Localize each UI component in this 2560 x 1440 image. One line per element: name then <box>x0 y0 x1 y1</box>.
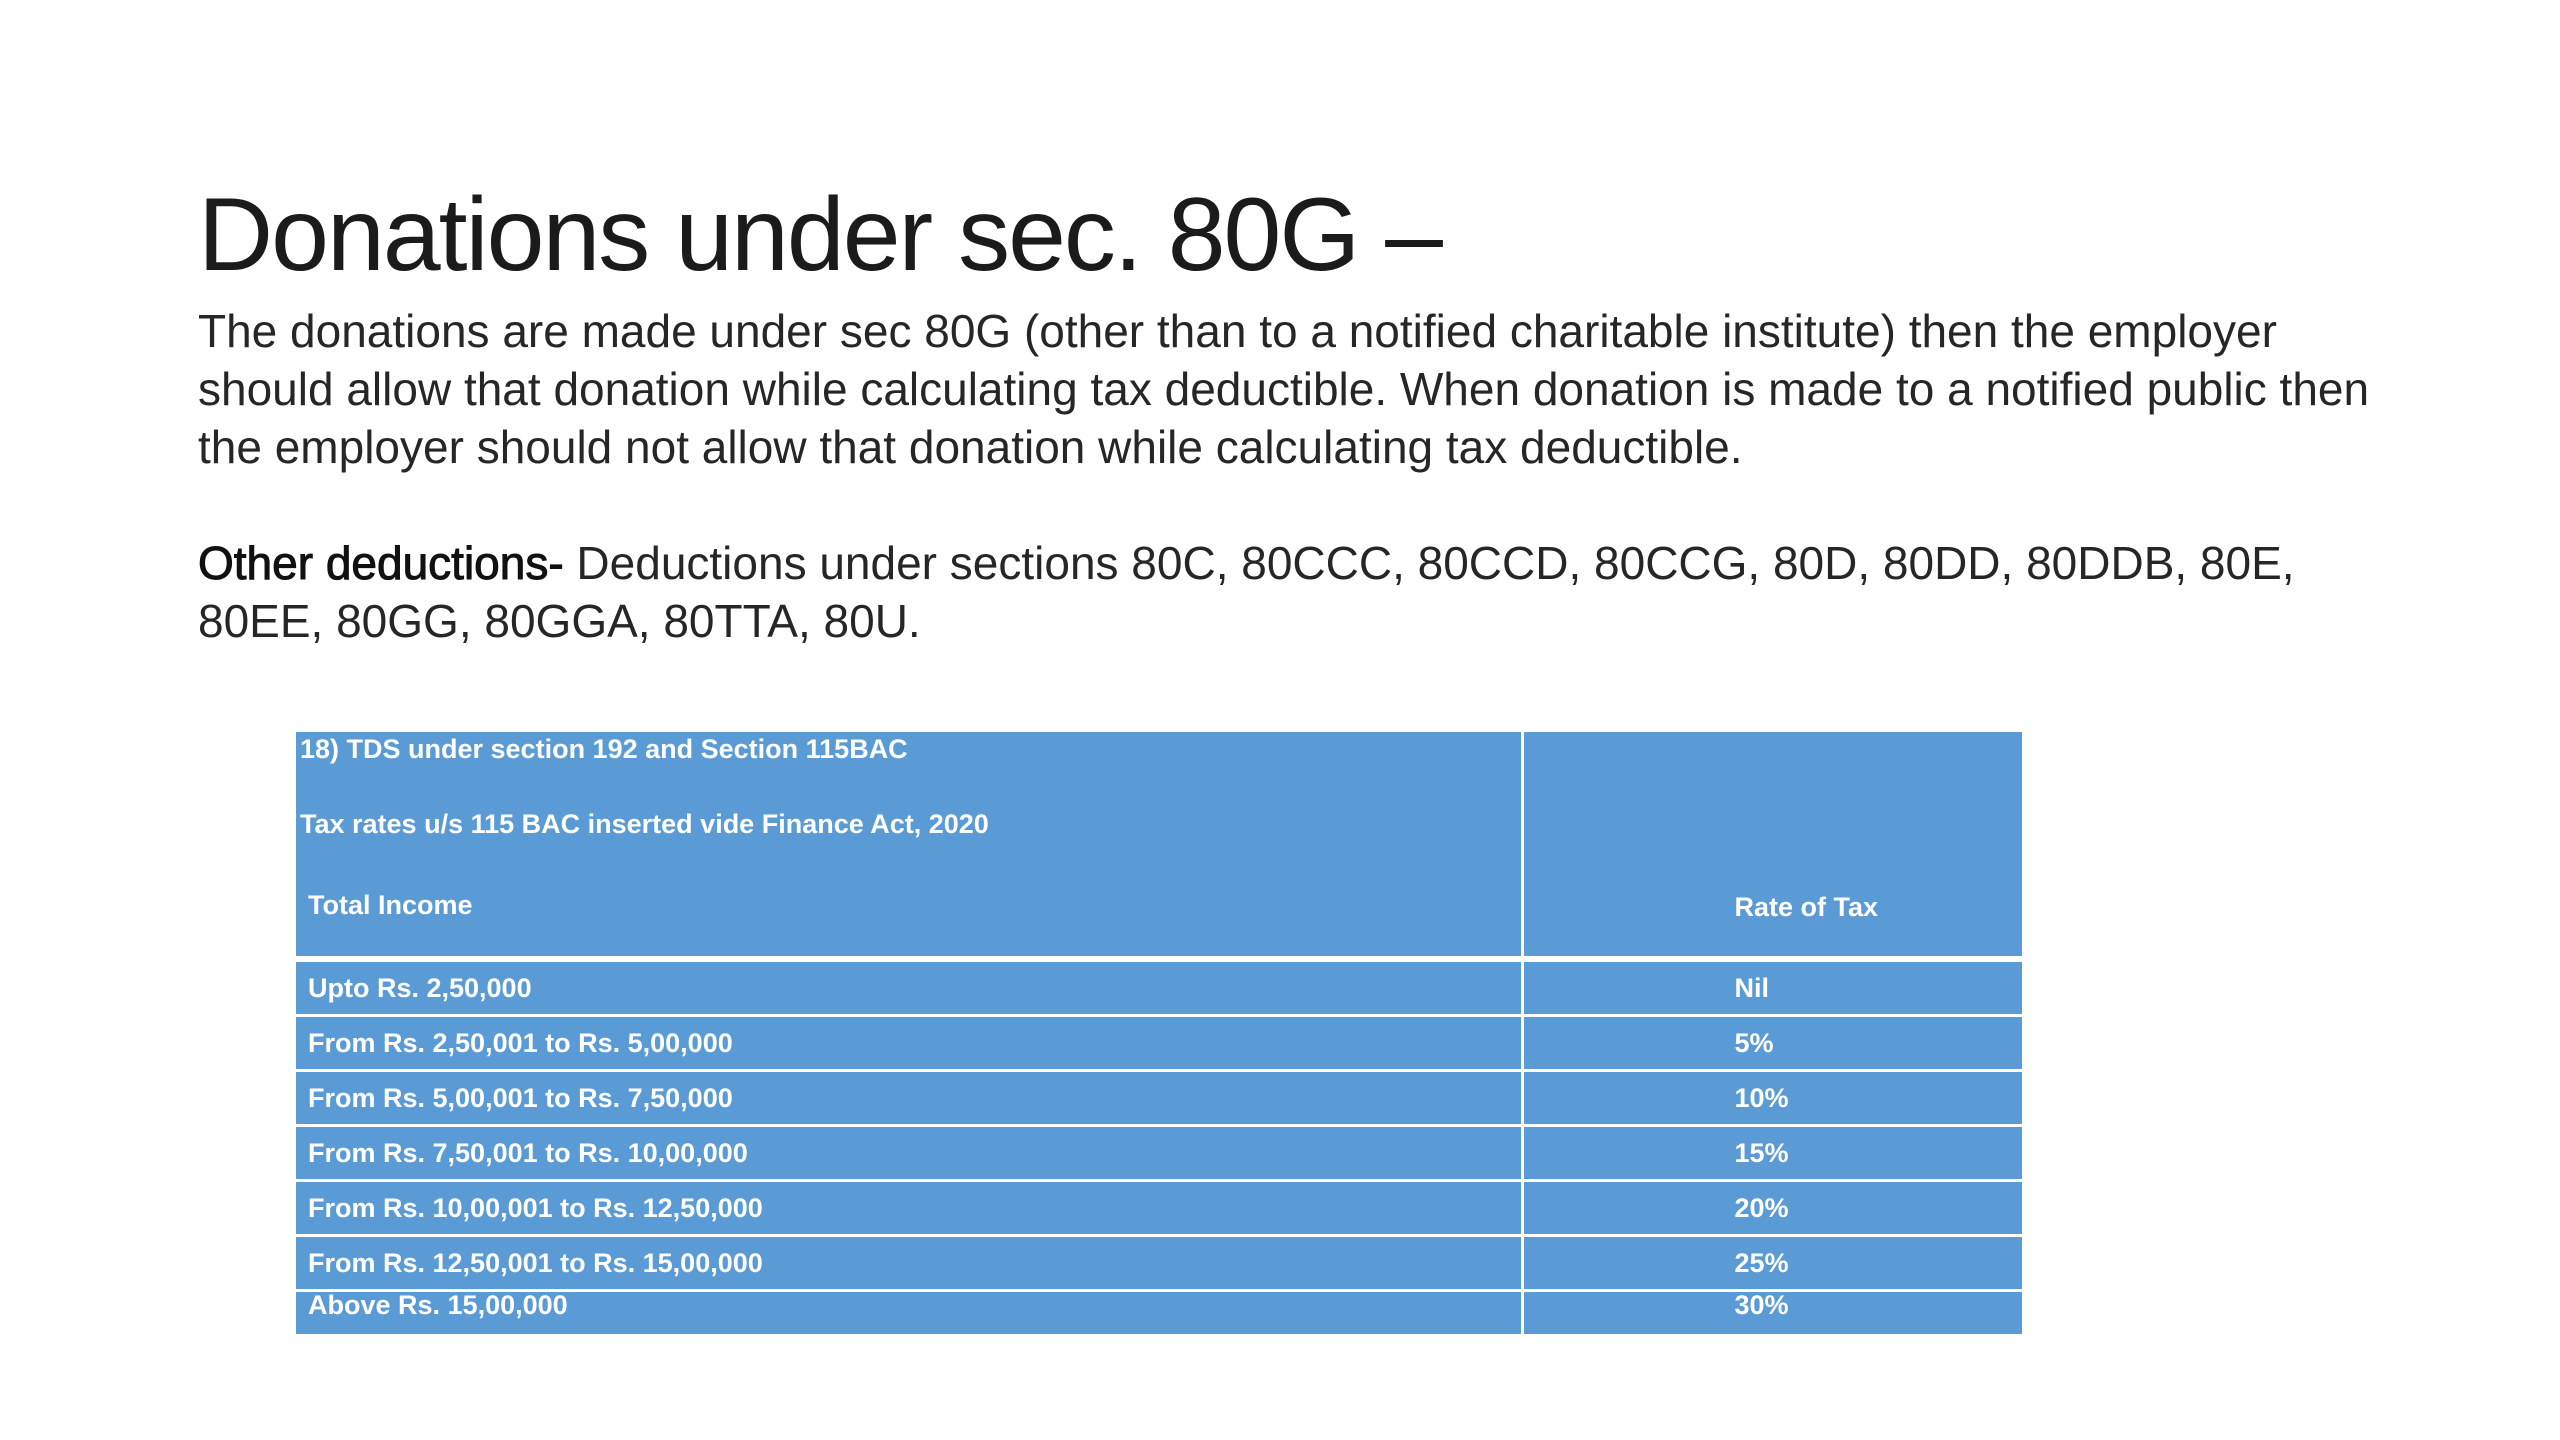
tds-rates-table: 18) TDS under section 192 and Section 11… <box>296 732 2022 1334</box>
table-subheading: Tax rates u/s 115 BAC inserted vide Fina… <box>300 809 989 839</box>
header-rate-cell: Rate of Tax <box>1520 732 2022 962</box>
table-row: From Rs. 12,50,001 to Rs. 15,00,000 25% <box>296 1235 2022 1292</box>
table-header-row: 18) TDS under section 192 and Section 11… <box>296 732 2022 962</box>
donation-paragraph: The donations are made under sec 80G (ot… <box>198 305 2370 473</box>
rate-cell: 15% <box>1520 1125 2022 1182</box>
table-row: From Rs. 2,50,001 to Rs. 5,00,000 5% <box>296 1015 2022 1072</box>
rate-cell: 25% <box>1520 1235 2022 1292</box>
rate-cell: Nil <box>1520 959 2022 1017</box>
other-deductions-paragraph: Other deductions- Deductions under secti… <box>198 534 2398 650</box>
slide-title: Donations under sec. 80G – <box>198 177 1443 293</box>
rate-cell: 30% <box>1520 1290 2022 1334</box>
rate-cell: 5% <box>1520 1015 2022 1072</box>
income-cell: Upto Rs. 2,50,000 <box>296 959 1524 1017</box>
table-row: Upto Rs. 2,50,000 Nil <box>296 959 2022 1017</box>
table-heading: 18) TDS under section 192 and Section 11… <box>300 734 908 764</box>
income-cell: From Rs. 2,50,001 to Rs. 5,00,000 <box>296 1015 1524 1072</box>
column-header-total-income: Total Income <box>308 890 473 920</box>
table-row: From Rs. 7,50,001 to Rs. 10,00,000 15% <box>296 1125 2022 1182</box>
income-cell: From Rs. 12,50,001 to Rs. 15,00,000 <box>296 1235 1524 1292</box>
income-cell: From Rs. 5,00,001 to Rs. 7,50,000 <box>296 1070 1524 1127</box>
income-cell: Above Rs. 15,00,000 <box>296 1290 1524 1334</box>
table-row: From Rs. 5,00,001 to Rs. 7,50,000 10% <box>296 1070 2022 1127</box>
income-cell: From Rs. 7,50,001 to Rs. 10,00,000 <box>296 1125 1524 1182</box>
other-deductions-text: Deductions under sections 80C, 80CCC, 80… <box>198 537 2295 647</box>
table-row: Above Rs. 15,00,000 30% <box>296 1290 2022 1334</box>
rate-cell: 10% <box>1520 1070 2022 1127</box>
table-row: From Rs. 10,00,001 to Rs. 12,50,000 20% <box>296 1180 2022 1237</box>
rate-cell: 20% <box>1520 1180 2022 1237</box>
slide-body: The donations are made under sec 80G (ot… <box>198 302 2398 650</box>
column-header-rate-of-tax: Rate of Tax <box>1734 892 1879 922</box>
income-cell: From Rs. 10,00,001 to Rs. 12,50,000 <box>296 1180 1524 1237</box>
header-income-cell: 18) TDS under section 192 and Section 11… <box>296 732 1524 962</box>
other-deductions-lead: Other deductions- <box>198 537 565 590</box>
